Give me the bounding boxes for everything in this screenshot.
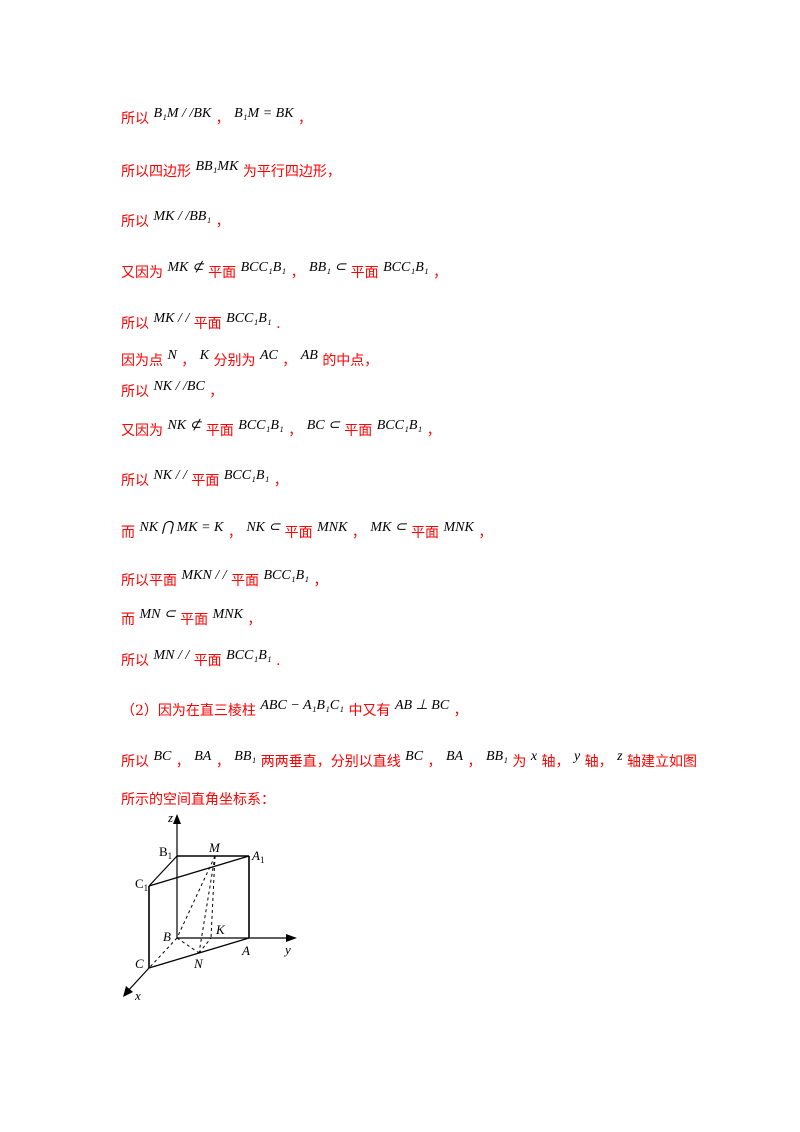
- text-line: 而 NK ⋂ MK = K ， NK ⊂ 平面 MNK ， MK ⊂ 平面 MN…: [121, 520, 493, 541]
- math-expression: AB ⊥ BC: [394, 698, 450, 713]
- x-axis-arrow-icon: [123, 986, 133, 997]
- math-expression: AB: [300, 348, 318, 363]
- text-line: 所以 BC ， BA ， BB₁ 两两垂直，分别以直线 BC ， BA ， BB…: [121, 749, 698, 770]
- label-b: B: [163, 929, 171, 944]
- math-expression: NK ⊂: [246, 520, 281, 535]
- label-k: K: [215, 922, 226, 937]
- math-expression: y: [573, 749, 581, 764]
- math-expression: BB₁MK: [195, 159, 239, 174]
- text-line: 所以 B₁M / /BK ， B₁M = BK ，: [121, 106, 312, 127]
- edge-m-k: [210, 855, 216, 939]
- math-expression: MNK: [317, 520, 348, 535]
- math-expression: NK / /: [153, 468, 187, 483]
- edge-b-c: [148, 937, 178, 969]
- text-line: 所以 MK / / 平面 BCC₁B₁ .: [121, 311, 281, 332]
- label-a1: A1: [251, 848, 264, 865]
- text-line: （2）因为在直三棱柱 ABC − A₁B₁C₁ 中又有 AB ⊥ BC ，: [121, 698, 468, 719]
- math-expression: MN ⊂: [139, 607, 176, 622]
- math-expression: K: [199, 348, 210, 363]
- math-expression: BA: [445, 749, 464, 764]
- math-expression: BCC₁B₁: [383, 260, 429, 275]
- math-expression: BCC₁B₁: [226, 648, 272, 663]
- math-expression: B₁M / /BK: [153, 106, 212, 121]
- y-axis-arrow-icon: [286, 934, 297, 942]
- math-expression: BCC₁B₁: [376, 418, 423, 433]
- label-m: M: [208, 840, 221, 855]
- z-axis-arrow-icon: [173, 814, 181, 824]
- math-expression: BB₁: [485, 749, 508, 764]
- label-x: x: [134, 988, 141, 1003]
- math-expression: BC: [405, 749, 424, 764]
- text-line: 所以四边形 BB₁MK 为平行四边形，: [121, 159, 341, 180]
- math-expression: BCC₁B₁: [238, 418, 284, 433]
- math-expression: BB₁ ⊂: [309, 260, 347, 275]
- label-b1: B1: [159, 844, 172, 861]
- edge-m-b: [176, 855, 216, 939]
- label-c: C: [135, 956, 144, 971]
- label-c1: C1: [135, 876, 148, 893]
- prism-coordinate-figure: z x y B1 M A1 C1 B K C N A: [123, 810, 297, 1003]
- math-expression: BB₁: [234, 749, 257, 764]
- text-line: 所以 MK / /BB₁ ，: [121, 209, 230, 230]
- math-expression: NK ⋂ MK = K: [139, 520, 224, 535]
- math-expression: NK / /BC: [153, 379, 205, 394]
- text-line: 所以平面 MKN / / 平面 BCC₁B₁ ，: [121, 568, 328, 589]
- math-expression: BCC₁B₁: [263, 568, 309, 583]
- math-expression: MNK: [443, 520, 474, 535]
- math-expression: BCC₁B₁: [223, 468, 270, 483]
- math-expression: z: [617, 749, 623, 764]
- math-expression: BC ⊂: [306, 418, 340, 433]
- edge-b-n: [176, 937, 200, 954]
- edge-m-n: [198, 855, 216, 954]
- math-expression: BCC₁B₁: [240, 260, 287, 275]
- label-a: A: [241, 943, 250, 958]
- x-axis: [126, 967, 150, 993]
- math-expression: MK ⊄: [167, 260, 204, 275]
- math-expression: ABC − A₁B₁C₁: [260, 698, 345, 713]
- text-line: 而 MN ⊂ 平面 MNK ，: [121, 607, 262, 628]
- math-expression: MK / /: [153, 311, 190, 326]
- math-expression: N: [167, 348, 177, 363]
- math-expression: AC: [259, 348, 278, 363]
- math-expression: BCC₁B₁: [226, 311, 272, 326]
- math-expression: B₁M = BK: [234, 106, 294, 121]
- math-expression: NK ⊄: [167, 418, 202, 433]
- label-n: N: [193, 956, 204, 971]
- math-expression: MNK: [212, 607, 243, 622]
- label-y: y: [283, 942, 291, 957]
- edge-c1-a1: [148, 855, 250, 887]
- text-line: 因为点 N ， K 分别为 AC ， AB 的中点，: [121, 348, 379, 369]
- math-expression: x: [530, 749, 538, 764]
- text-line: 又因为 MK ⊄ 平面 BCC₁B₁ ， BB₁ ⊂ 平面 BCC₁B₁ ，: [121, 260, 448, 281]
- math-expression: MKN / /: [181, 568, 227, 583]
- text-line: 所以 NK / / 平面 BCC₁B₁ ，: [121, 468, 288, 489]
- text-line: 所以 MN / / 平面 BCC₁B₁ .: [121, 648, 281, 669]
- math-expression: BA: [194, 749, 212, 764]
- text-line: 所示的空间直角坐标系：: [121, 792, 275, 808]
- math-expression: BC: [153, 749, 172, 764]
- math-expression: MK ⊂: [370, 520, 407, 535]
- math-expression: MK / /BB₁: [153, 209, 212, 224]
- edge-c1-b1: [148, 855, 178, 887]
- text-line: 所以 NK / /BC ，: [121, 379, 224, 400]
- label-z: z: [167, 810, 173, 825]
- text-line: 又因为 NK ⊄ 平面 BCC₁B₁ ， BC ⊂ 平面 BCC₁B₁ ，: [121, 418, 441, 439]
- math-expression: MN / /: [153, 648, 190, 663]
